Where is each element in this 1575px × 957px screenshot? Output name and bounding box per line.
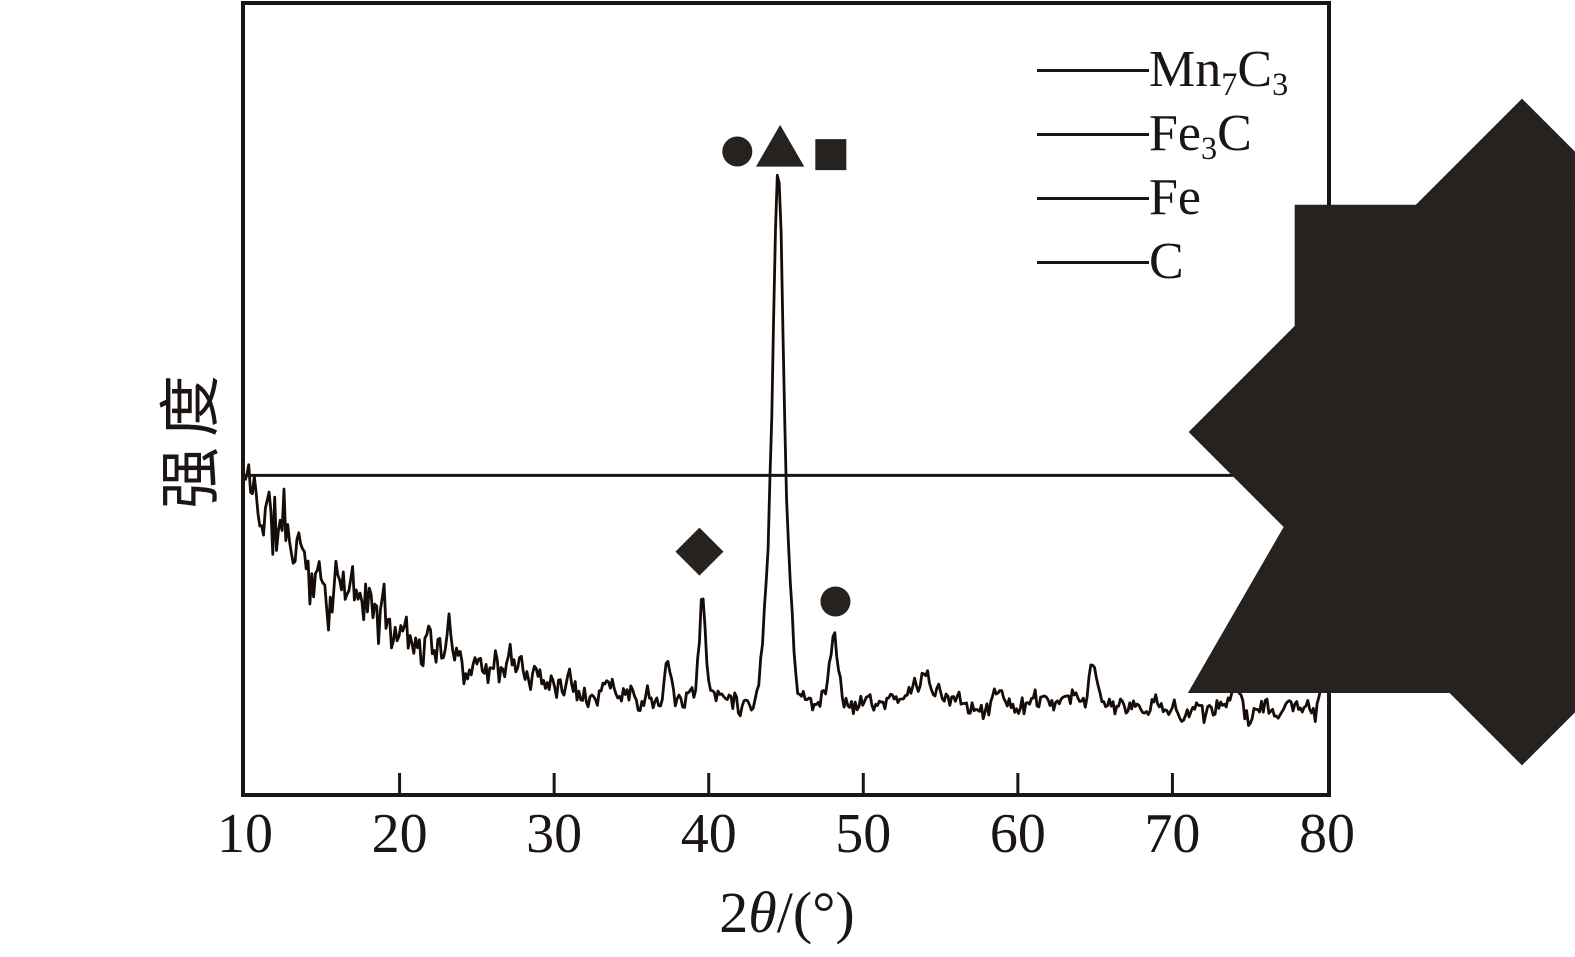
xrd-trace <box>245 173 1327 727</box>
x-axis-tick-label: 60 <box>989 803 1046 865</box>
x-axis-tick-label: 20 <box>371 803 428 865</box>
square-marker <box>815 139 847 171</box>
x-axis-tick-label: 80 <box>1299 803 1355 865</box>
plot-area: Mn7C3 Fe3C Fe C <box>241 1 1575 797</box>
y-axis-title: 强度 <box>158 364 226 510</box>
legend-label: Mn7C3 <box>1149 41 1289 103</box>
legend-label: Fe3C <box>1149 105 1252 167</box>
legend: Mn7C3 Fe3C Fe C <box>981 38 1575 766</box>
diamond-marker <box>675 527 724 576</box>
legend-line <box>1037 68 1149 72</box>
legend-line <box>1037 132 1149 136</box>
legend-label: Fe <box>1149 169 1201 226</box>
circle-marker <box>820 586 851 617</box>
triangle-marker <box>755 124 805 167</box>
xrd-plot-canvas <box>245 124 1327 793</box>
legend-line <box>1037 260 1149 264</box>
x-axis-tick-label: 50 <box>835 803 892 865</box>
circle-marker <box>722 136 753 167</box>
x-axis-title: 2θ/(°) <box>719 880 855 945</box>
x-axis-tick-label: 40 <box>680 803 737 865</box>
x-axis-tick-label: 30 <box>526 803 583 865</box>
x-axis-tick-label: 10 <box>217 803 273 865</box>
legend-line <box>1037 196 1149 200</box>
legend-label: C <box>1149 233 1184 290</box>
x-axis-tick-label: 70 <box>1144 803 1201 865</box>
legend-row: C <box>981 204 1575 660</box>
